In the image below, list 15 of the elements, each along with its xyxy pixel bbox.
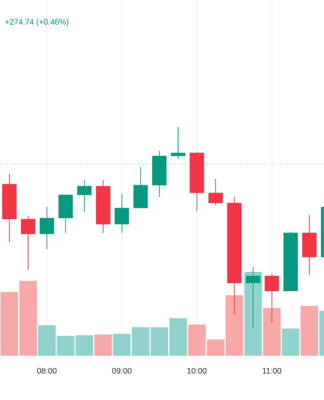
candlestick xyxy=(114,194,130,234)
candlestick xyxy=(58,194,73,234)
candlestick xyxy=(170,126,186,160)
x-tick-label: 11:00 xyxy=(262,368,282,374)
candlestick xyxy=(77,180,92,212)
candlestick xyxy=(20,216,36,270)
candlestick xyxy=(264,274,280,324)
x-tick-label: 09:00 xyxy=(112,368,132,374)
candlestick xyxy=(40,206,54,250)
chart-title: +274.74 (+0.46%) xyxy=(5,18,68,26)
candlestick xyxy=(133,166,148,208)
candlestick xyxy=(208,178,223,206)
x-tick-label: 10:00 xyxy=(187,368,207,374)
candlestick xyxy=(246,266,260,328)
x-tick-label: 08:00 xyxy=(37,368,57,374)
